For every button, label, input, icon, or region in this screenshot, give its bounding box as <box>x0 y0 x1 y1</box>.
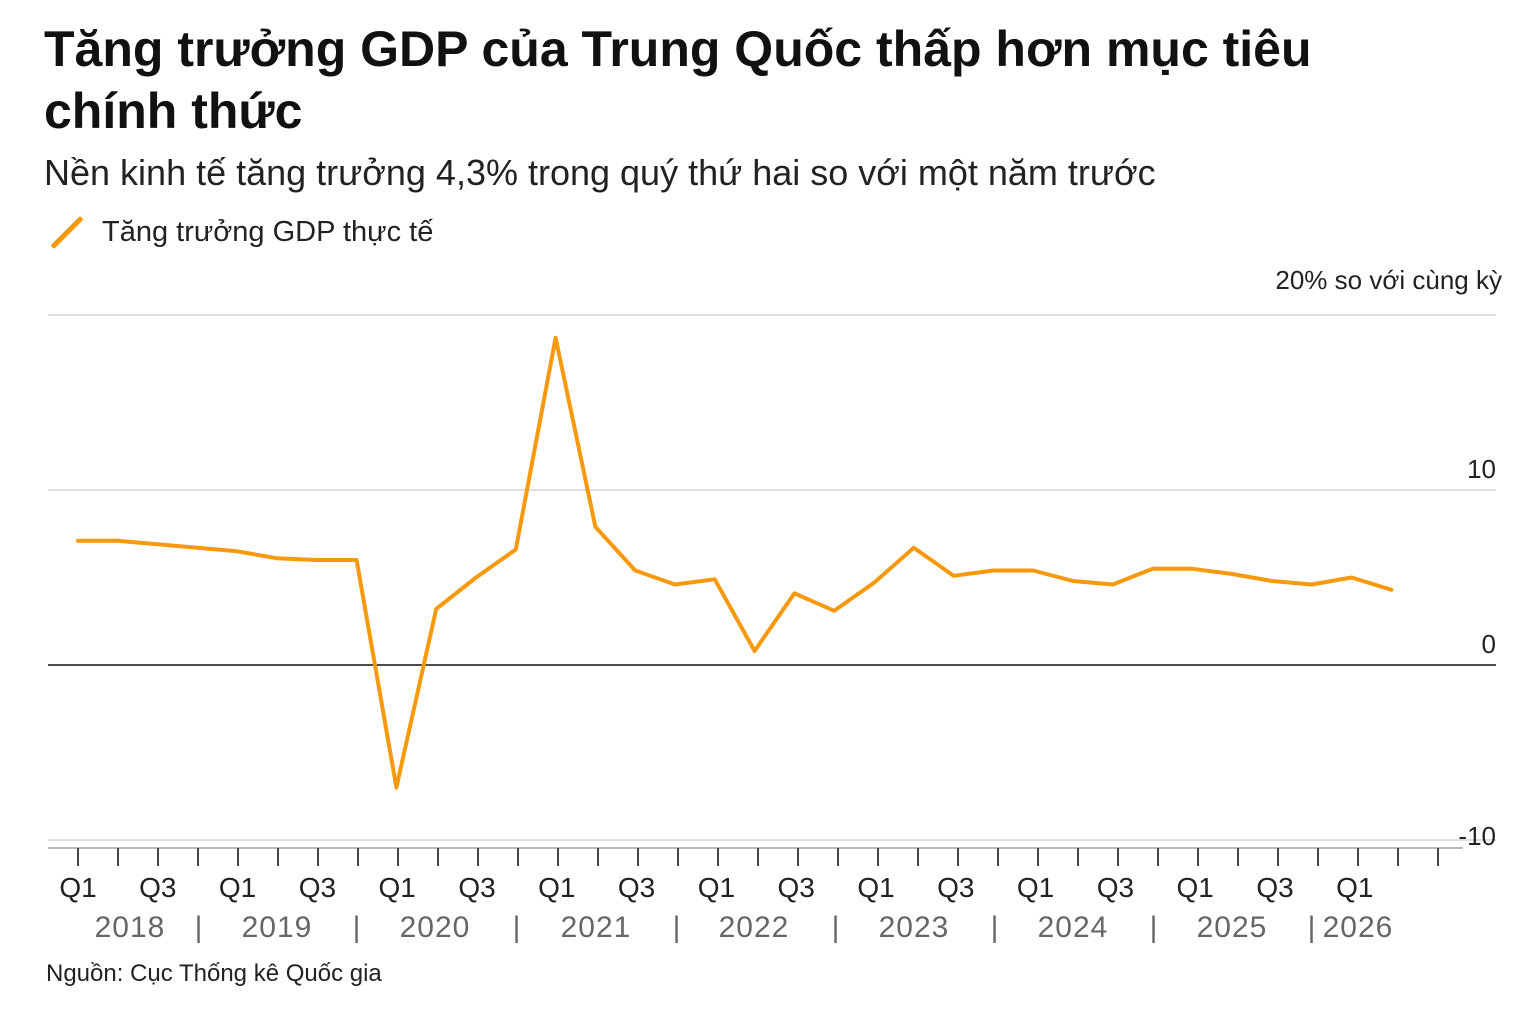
x-year-label: 2019 <box>242 911 313 944</box>
year-separator: | <box>1150 911 1159 944</box>
x-tick-label: Q1 <box>1177 872 1214 903</box>
chart-subtitle: Nền kinh tế tăng trưởng 4,3% trong quý t… <box>44 152 1156 193</box>
x-tick-label: Q1 <box>219 872 256 903</box>
x-tick-label: Q3 <box>1097 872 1134 903</box>
legend-label: Tăng trưởng GDP thực tế <box>102 215 434 248</box>
x-axis: Q1 Q3 Q1 Q3 Q1 Q3 Q1 Q3 Q1 Q3 Q1 Q3 Q1 Q3 Q1 Q3 Q1 2018 20… <box>48 847 1463 944</box>
x-year-label: 2022 <box>719 911 790 944</box>
x-year-label: 2023 <box>879 911 950 944</box>
chart-title: Tăng trưởng GDP của Trung Quốc thấp hơn … <box>44 21 1312 139</box>
y-tick-label: 10 <box>1467 454 1496 484</box>
x-tick-label: Q3 <box>778 872 815 903</box>
x-tick-label: Q3 <box>458 872 495 903</box>
x-tick-label: Q1 <box>1017 872 1054 903</box>
legend: Tăng trưởng GDP thực tế <box>44 212 433 252</box>
y-axis-label: 20% so với cùng kỳ <box>1275 265 1502 295</box>
gridlines: 10 0 -10 <box>48 314 1496 851</box>
x-tick-label: Q1 <box>857 872 894 903</box>
x-tick-label: Q3 <box>139 872 176 903</box>
x-year-label: 2021 <box>561 911 632 944</box>
year-separator: | <box>991 911 1000 944</box>
year-separator: | <box>673 911 682 944</box>
x-year-label: 2025 <box>1197 911 1268 944</box>
x-tick-label: Q1 <box>379 872 416 903</box>
x-tick-label: Q3 <box>937 872 974 903</box>
x-tick-label: Q3 <box>1256 872 1293 903</box>
x-year-label: 2018 <box>95 911 166 944</box>
year-separator: | <box>832 911 841 944</box>
x-tick-label: Q1 <box>538 872 575 903</box>
x-year-label: 2020 <box>400 911 471 944</box>
x-tick-label: Q3 <box>299 872 336 903</box>
y-tick-label: 0 <box>1482 629 1496 659</box>
x-year-label: 2024 <box>1038 911 1109 944</box>
x-tick-label: Q3 <box>618 872 655 903</box>
year-separator: | <box>195 911 204 944</box>
source-note: Nguồn: Cục Thống kê Quốc gia <box>46 960 382 987</box>
x-tick-label: Q1 <box>698 872 735 903</box>
x-tick-label: Q1 <box>1336 872 1373 903</box>
x-year-label: 2026 <box>1323 911 1394 944</box>
series-line-gdp-growth <box>76 335 1394 790</box>
x-tick-label: Q1 <box>59 872 96 903</box>
line-chart: 20% so với cùng kỳ 100-10 Q1 Q3 Q1 Q3 Q1 Q3 Q1… <box>48 265 1502 944</box>
year-separator: | <box>513 911 522 944</box>
year-separator: | <box>1308 911 1317 944</box>
y-tick-label: -10 <box>1458 821 1496 851</box>
year-separator: | <box>353 911 362 944</box>
series-layer <box>76 335 1394 790</box>
